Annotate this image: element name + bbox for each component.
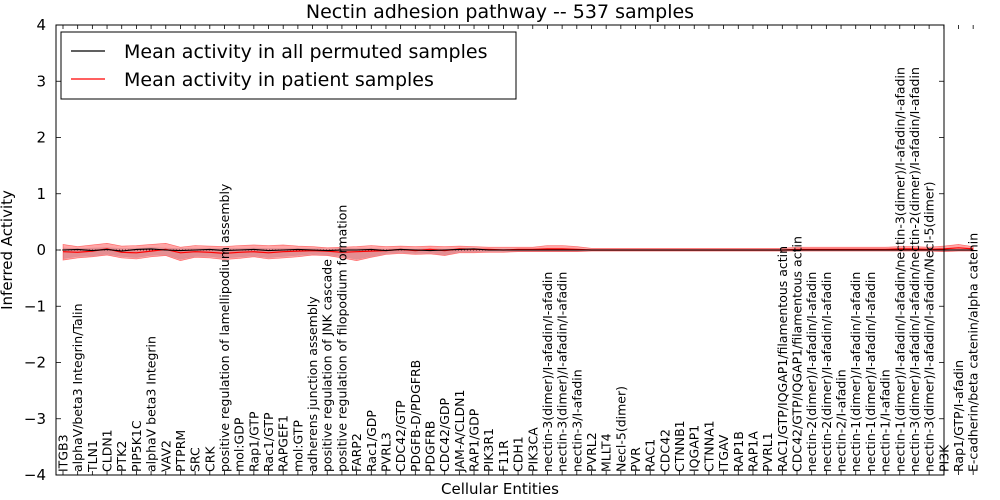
- x-tick-label: TLN1: [85, 440, 100, 473]
- x-tick-label: JAM-A/CLDN1: [452, 390, 467, 473]
- x-tick-label: PVR: [628, 447, 643, 472]
- patient-mean-line: [62, 247, 974, 255]
- x-tick-label: ITGB3: [56, 434, 71, 472]
- x-tick-label: PDGFB-D/PDGFRB: [408, 360, 423, 472]
- x-tick-label: PVRL1: [760, 432, 775, 472]
- x-tick-label: Rap1/GTP: [246, 411, 261, 472]
- x-tick-label: adherens junction assembly: [305, 296, 320, 472]
- y-tick-label: 2: [36, 129, 46, 147]
- x-tick-label: RAC1: [643, 439, 658, 472]
- x-tick-label: mol:GDP: [232, 417, 247, 472]
- y-axis-label: Inferred Activity: [0, 190, 16, 310]
- x-tick-label: nectin-1(dimer)/I-afadin/I-afadin/nectin…: [892, 67, 907, 472]
- x-tick-label: VAV2: [158, 440, 173, 472]
- x-tick-label: PIK3R1: [481, 428, 496, 472]
- x-tick-label: nectin-3(dimer)/I-afadin/I-afadin: [540, 272, 555, 472]
- y-axis-ticks: −4 −3 −2 −1 0 1 2 3 4: [24, 16, 944, 484]
- activity-lines: [56, 247, 974, 255]
- legend-box: [60, 31, 517, 100]
- x-tick-label: SRC: [188, 447, 203, 472]
- y-tick-label: 4: [36, 16, 46, 34]
- x-tick-label: positive regulation of JNK cascade: [320, 259, 335, 472]
- x-tick-label: nectin-2(dimer)/I-afadin/I-afadin: [804, 272, 819, 472]
- y-tick-label: −4: [24, 466, 46, 484]
- x-tick-label: ITGAV: [716, 434, 731, 472]
- y-tick-label: −1: [24, 297, 46, 315]
- x-tick-label: PIP5K1C: [129, 420, 144, 472]
- patient-spread-band: [62, 242, 974, 262]
- x-tick-label: nectin-1(dimer)/I-afadin/I-afadin: [863, 272, 878, 472]
- x-tick-label: PVRL2: [584, 432, 599, 472]
- y-tick-label: −3: [24, 410, 46, 428]
- x-tick-label: PTK2: [114, 441, 129, 472]
- y-tick-label: −2: [24, 354, 46, 372]
- x-tick-label: CDC42/GTP: [393, 400, 408, 472]
- x-tick-label: PIK3CA: [525, 427, 540, 472]
- x-tick-label: CDH1: [511, 436, 526, 472]
- x-tick-label: E-cadherin/beta catenin/alpha catenin: [966, 233, 981, 472]
- x-tick-label: IQGAP1: [687, 425, 702, 472]
- x-tick-label: RAP1A: [746, 431, 761, 472]
- y-tick-label: 0: [36, 241, 46, 259]
- x-tick-label: PDGFRB: [423, 421, 438, 472]
- x-tick-label: Necl-5(dimer): [613, 386, 628, 472]
- chart-legend: Mean activity in all permuted samples Me…: [60, 31, 517, 100]
- legend-label-patient: Mean activity in patient samples: [124, 69, 434, 91]
- x-tick-label: MLLT4: [599, 433, 614, 472]
- x-tick-label: nectin-2/I-afadin: [834, 369, 849, 472]
- x-tick-label: PVRL3: [379, 432, 394, 472]
- x-tick-label: nectin-1(dimer)/I-afadin/I-afadin: [848, 272, 863, 472]
- x-tick-label: alphaV beta3 Integrin: [144, 336, 159, 472]
- x-tick-label: CTNNA1: [701, 420, 716, 472]
- x-tick-label: RAC1/GTP/IQGAP1/filamentous actin: [775, 246, 790, 472]
- x-tick-label: RAPGEF1: [276, 415, 291, 472]
- x-tick-label: nectin-2(dimer)/I-afadin/I-afadin: [819, 272, 834, 472]
- x-tick-label: PTPRM: [173, 430, 188, 472]
- x-tick-label: F11R: [496, 440, 511, 472]
- x-tick-label: nectin-3(dimer)/I-afadin/I-afadin/nectin…: [907, 67, 922, 472]
- legend-label-permuted: Mean activity in all permuted samples: [124, 41, 487, 63]
- y-tick-label: 3: [36, 72, 46, 90]
- plot-frame: [55, 24, 945, 476]
- x-tick-label: nectin-3(dimer)/I-afadin/I-afadin: [555, 272, 570, 472]
- chart-title: Nectin adhesion pathway -- 537 samples: [306, 1, 694, 23]
- x-tick-label: positive regulation of filopodium format…: [334, 205, 349, 472]
- x-tick-label: CTNNB1: [672, 420, 687, 472]
- x-tick-label: FARP2: [349, 433, 364, 472]
- x-tick-label: RAP1B: [731, 431, 746, 472]
- x-tick-label: CRK: [202, 446, 217, 472]
- x-tick-label: Rap1/GTP/I-afadin: [951, 360, 966, 472]
- x-axis-ticks: ITGB3 alphaV/beta3 Integrin/Talin TLN1 CLDN…: [56, 25, 981, 475]
- y-tick-label: 1: [36, 185, 46, 203]
- x-tick-label: RAP1/GDP: [467, 408, 482, 472]
- x-tick-label: Rac1/GTP: [261, 412, 276, 472]
- x-tick-label: nectin-3(dimer)/I-afadin/I-afadin/Necl-5…: [922, 181, 937, 472]
- x-tick-label: alphaV/beta3 Integrin/Talin: [70, 304, 85, 473]
- x-tick-label: CDC42/GDP: [437, 397, 452, 472]
- x-axis-label: Cellular Entities: [441, 480, 559, 498]
- x-tick-label: nectin-1/I-afadin: [878, 369, 893, 472]
- x-tick-label: CLDN1: [100, 429, 115, 472]
- x-tick-label: positive regulation of lamellipodium ass…: [217, 183, 232, 472]
- x-tick-label: Rac1/GDP: [364, 410, 379, 472]
- permuted-mean-line: [62, 248, 974, 252]
- x-tick-label: CDC42/GTP/IQGAP1/filamentous actin: [790, 236, 805, 472]
- x-tick-label: nectin-3/I-afadin: [569, 369, 584, 472]
- x-tick-label: mol:GTP: [290, 420, 305, 472]
- x-tick-label: CDC42: [657, 429, 672, 472]
